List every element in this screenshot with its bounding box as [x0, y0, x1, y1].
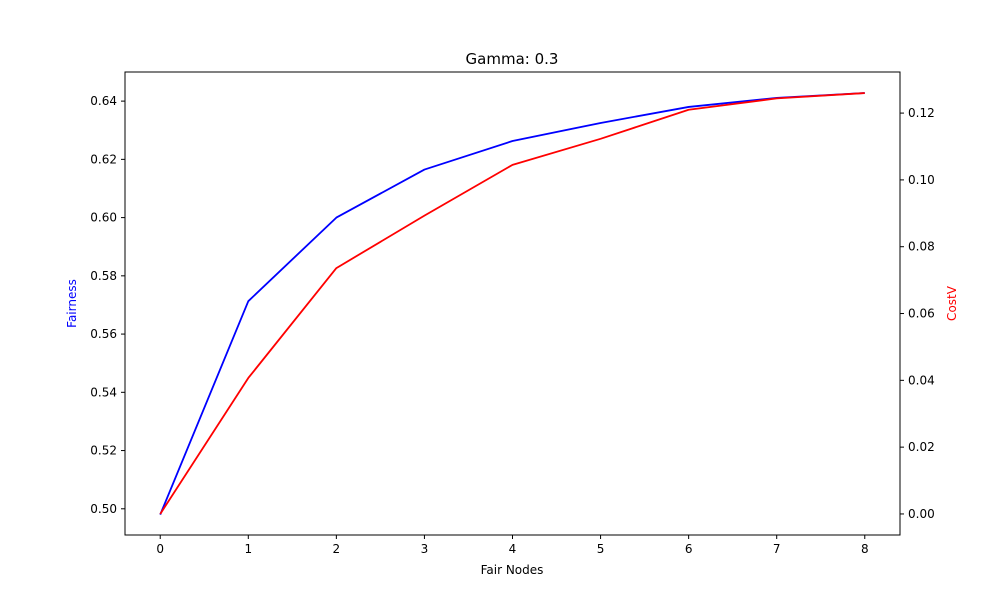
chart-title: Gamma: 0.3	[466, 50, 559, 68]
y-right-tick-label: 0.02	[908, 440, 935, 454]
y-right-tick-label: 0.10	[908, 173, 935, 187]
axes-layer: 0 1 2 3 4 5 6 7 8 0.50 0.52 0.54 0.56 0.58 0.60 0.62 0.6…	[90, 71, 935, 556]
y-right-tick-label: 0.04	[908, 373, 935, 387]
y-left-tick-label: 0.62	[90, 152, 117, 166]
y-right-tick-label: 0.06	[908, 307, 935, 321]
y-axis-label-right: CostV	[945, 285, 959, 321]
x-tick-label: 4	[509, 542, 517, 556]
y-left-tick-label: 0.50	[90, 502, 117, 516]
x-tick-label: 2	[333, 542, 341, 556]
x-tick-label: 1	[244, 542, 252, 556]
y-right-tick-label: 0.08	[908, 240, 935, 254]
y-left-tick-label: 0.60	[90, 211, 117, 225]
y-left-tick-label: 0.54	[90, 385, 117, 399]
series-line-left	[159, 92, 865, 515]
y-right-tick-label: 0.00	[908, 507, 935, 521]
x-tick-label: 6	[685, 542, 693, 556]
x-tick-label: 3	[421, 542, 429, 556]
y-left-tick-label: 0.52	[90, 444, 117, 458]
x-tick-label: 0	[156, 542, 164, 556]
y-right-tick-label: 0.12	[908, 106, 935, 120]
y-left-tick-label: 0.56	[90, 327, 117, 341]
y-left-tick-label: 0.58	[90, 269, 117, 283]
x-tick-label: 5	[597, 542, 605, 556]
y-axis-label-left: Fairness	[65, 279, 79, 328]
x-tick-label: 8	[861, 542, 869, 556]
series-layer	[159, 92, 865, 515]
y-left-tick-label: 0.64	[90, 94, 117, 108]
series-line-right	[159, 92, 865, 515]
x-tick-label: 7	[773, 542, 781, 556]
x-axis-label: Fair Nodes	[481, 563, 544, 577]
